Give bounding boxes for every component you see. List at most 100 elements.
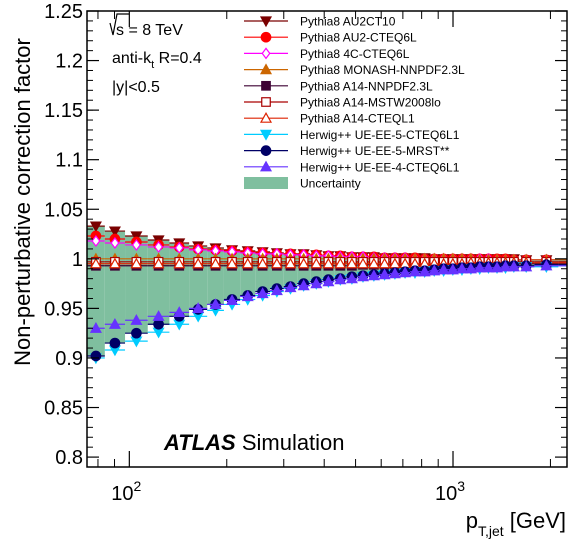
data-point (131, 238, 141, 251)
data-point (408, 265, 422, 277)
y-tick-label: 1.25 (44, 1, 83, 23)
legend-entry-uncertainty: Uncertainty (244, 177, 361, 191)
x-axis-title: pT,jet [GeV] (466, 508, 566, 539)
data-point (241, 290, 254, 302)
legend-label: Pythia8 AU2CT10 (300, 15, 396, 29)
data-point (153, 318, 164, 330)
data-point (482, 261, 495, 273)
series-10 (87, 259, 567, 333)
data-point (173, 306, 186, 317)
data-point (89, 221, 102, 233)
data-point (345, 257, 358, 269)
energy-label: s = 8 TeV (116, 22, 183, 39)
data-point (310, 277, 323, 289)
data-point (226, 294, 239, 306)
data-point (152, 310, 165, 321)
x-tick-label: 103 (435, 478, 465, 505)
axes-group: 0.8 0.85 0.9 0.95 1 1.05 1.1 1.15 1.2 1.25 102 103 (44, 1, 567, 505)
legend-marker (259, 129, 273, 141)
data-point (209, 298, 222, 310)
legend-marker (261, 97, 271, 107)
legend-label: Pythia8 MONASH-NNPDF2.3L (300, 63, 465, 77)
data-point (297, 279, 310, 291)
data-point (491, 261, 504, 273)
data-point (154, 240, 164, 253)
legend-entry: Pythia8 A14-NNPDF2.3L (244, 79, 433, 93)
data-point (241, 257, 254, 269)
y-tick-label: 0.8 (55, 447, 83, 469)
data-point (152, 257, 165, 269)
data-point (109, 337, 121, 349)
data-point (437, 263, 450, 275)
data-point (399, 266, 412, 278)
data-point (192, 257, 205, 269)
data-point (428, 264, 441, 276)
data-point (322, 275, 335, 287)
data-point (418, 265, 431, 277)
data-point (108, 257, 121, 269)
y-tick-label: 1.15 (44, 100, 83, 122)
legend-entry: Pythia8 4C-CTEQ6L (244, 47, 410, 61)
data-point (473, 261, 486, 273)
data-point (499, 260, 512, 272)
legend-marker (259, 160, 273, 172)
sqrt-symbol (109, 13, 129, 36)
data-point (356, 257, 370, 269)
legend-marker (259, 111, 273, 123)
legend-label: Uncertainty (300, 177, 361, 191)
data-point (130, 257, 143, 269)
legend-entry: Pythia8 A14-MSTW2008lo (244, 96, 441, 110)
data-point (464, 262, 477, 274)
legend-entry: Herwig++ UE-EE-5-MRST** (244, 144, 450, 158)
data-point (130, 231, 143, 243)
data-point (367, 257, 380, 269)
legend-entry: Herwig++ UE-EE-5-CTEQ6L1 (244, 128, 460, 142)
rapidity-label: |y|<0.5 (112, 79, 160, 96)
legend-marker (260, 31, 272, 43)
legend: Pythia8 AU2CT10 Pythia8 AU2-CTEQ6L Pythia8… (244, 15, 465, 191)
legend-entry: Herwig++ UE-EE-4-CTEQ6L1 (244, 160, 460, 174)
data-point (270, 257, 283, 269)
y-tick-label: 1.05 (44, 199, 83, 221)
data-point (388, 267, 401, 279)
annotation-block: s = 8 TeV anti-kt R=0.4 |y|<0.5 ATLAS Si… (109, 13, 345, 455)
legend-label: Herwig++ UE-EE-4-CTEQ6L1 (300, 160, 460, 174)
data-point (131, 327, 142, 339)
x-tick-label: 102 (111, 478, 141, 505)
data-point (540, 259, 553, 271)
legend-marker (261, 80, 271, 91)
uncertainty-band (147, 239, 170, 325)
data-point (110, 236, 120, 249)
legend-label: Herwig++ UE-EE-5-MRST** (300, 144, 450, 158)
legend-marker (260, 145, 272, 156)
data-point (334, 257, 347, 269)
data-point (90, 350, 102, 362)
data-point (89, 257, 102, 269)
legend-label: Pythia8 4C-CTEQ6L (300, 47, 410, 61)
legend-label: Pythia8 A14-NNPDF2.3L (300, 79, 433, 93)
data-point (284, 257, 297, 269)
data-point (455, 262, 469, 274)
y-tick-label: 0.95 (44, 298, 83, 320)
y-tick-label: 1.2 (55, 51, 83, 73)
data-point (270, 284, 283, 296)
data-point (378, 257, 391, 269)
data-point (446, 263, 459, 275)
legend-entry: Pythia8 A14-CTEQL1 (244, 112, 415, 126)
y-tick-label: 0.9 (55, 348, 83, 370)
data-point (345, 272, 358, 284)
legend-label: Pythia8 AU2-CTEQ6L (300, 31, 417, 45)
data-point (284, 281, 297, 293)
data-point (367, 269, 380, 281)
legend-marker (259, 16, 273, 28)
data-point (226, 257, 239, 269)
data-point (356, 270, 370, 282)
y-tick-label: 1.1 (55, 150, 83, 172)
data-point (322, 257, 335, 269)
legend-swatch (244, 177, 288, 189)
algorithm-label: anti-kt R=0.4 (112, 50, 202, 71)
legend-entry: Pythia8 AU2-CTEQ6L (244, 31, 417, 45)
atlas-label: ATLAS Simulation (163, 430, 345, 455)
data-point (310, 257, 323, 269)
